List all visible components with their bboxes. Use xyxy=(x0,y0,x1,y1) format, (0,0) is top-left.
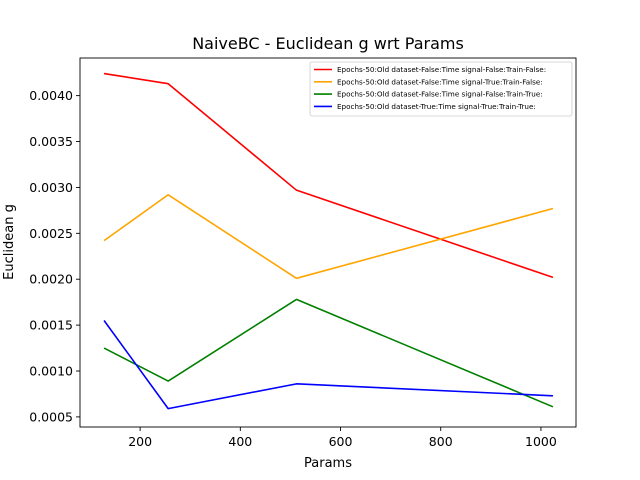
y-tick-label: 0.0010 xyxy=(29,364,73,379)
y-tick-label: 0.0020 xyxy=(29,272,73,287)
y-axis: 0.0005 0.0010 0.0015 0.0020 0.0025 0.0030 0.00… xyxy=(29,88,80,424)
x-axis-label: Params xyxy=(304,456,352,471)
y-tick-label: 0.0015 xyxy=(29,318,73,333)
legend-label: Epochs-50:Old dataset-False:Time signal-… xyxy=(337,90,543,99)
legend-label: Epochs-50:Old dataset-True:Time signal-T… xyxy=(337,102,536,111)
x-tick-label: 200 xyxy=(128,434,152,449)
x-tick-label: 800 xyxy=(429,434,453,449)
series-line-2 xyxy=(103,193,554,280)
y-axis-label: Euclidean g xyxy=(2,204,17,280)
legend-label: Epochs-50:Old dataset-False:Time signal-… xyxy=(337,65,546,74)
chart-title: NaiveBC - Euclidean g wrt Params xyxy=(192,34,464,53)
x-tick-label: 600 xyxy=(329,434,353,449)
y-tick-label: 0.0025 xyxy=(29,226,73,241)
legend-label: Epochs-50:Old dataset-False:Time signal-… xyxy=(337,77,543,86)
plot-area xyxy=(79,57,577,428)
series-line-4 xyxy=(103,320,553,410)
y-tick-label: 0.0035 xyxy=(29,134,73,149)
x-axis: 200 400 600 800 1000 xyxy=(128,427,557,449)
x-tick-label: 1000 xyxy=(525,434,557,449)
series-line-1 xyxy=(103,72,554,279)
y-tick-label: 0.0040 xyxy=(29,88,73,103)
x-tick-label: 400 xyxy=(228,434,252,449)
legend: Epochs-50:Old dataset-False:Time signal-… xyxy=(309,61,573,117)
series-layer xyxy=(103,72,554,410)
legend-box xyxy=(309,61,573,117)
y-tick-label: 0.0030 xyxy=(29,180,73,195)
plot-frame xyxy=(79,57,577,428)
y-tick-label: 0.0005 xyxy=(29,409,73,424)
